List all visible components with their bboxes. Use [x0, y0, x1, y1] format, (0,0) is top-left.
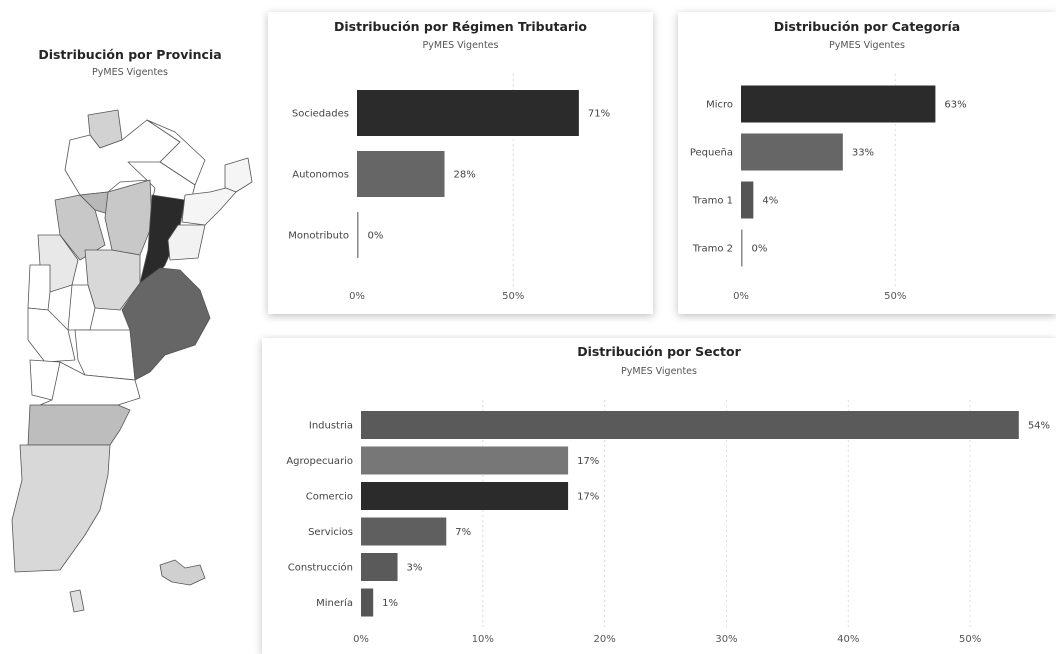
- province-corrientes: [181, 187, 237, 226]
- x-tick-label: 20%: [594, 634, 616, 645]
- panel-sector: Distribución por Sector PyMES Vigentes 0…: [262, 338, 1056, 654]
- category-label: Monotributo: [288, 231, 349, 242]
- category-label: Agropecuario: [286, 456, 353, 467]
- chart-title-regimen: Distribución por Régimen Tributario: [334, 19, 587, 34]
- chart-categoria: 0% 50% Micro 63% Pequeña 33% Tramo 1 4% Tramo 2 0…: [690, 74, 967, 302]
- category-label: Minería: [316, 597, 353, 609]
- category-label: Comercio: [306, 492, 353, 503]
- chart-title-categoria: Distribución por Categoría: [773, 19, 961, 34]
- value-label: 33%: [852, 148, 874, 159]
- bar[interactable]: [357, 90, 579, 136]
- province-san-luis: [67, 284, 96, 331]
- category-label: Micro: [706, 100, 733, 111]
- value-label: 3%: [407, 563, 423, 574]
- chart-subtitle-sector: PyMES Vigentes: [621, 366, 697, 377]
- province-santa-cruz: [11, 444, 111, 573]
- map-subtitle: PyMES Vigentes: [92, 67, 168, 78]
- chart-regimen: 0% 50% Sociedades 71% Autonomos 28% Monotribut…: [288, 74, 610, 302]
- x-tick-label: 30%: [715, 634, 737, 645]
- value-label: 17%: [577, 456, 599, 467]
- bar[interactable]: [741, 85, 936, 123]
- x-tick-label: 0%: [733, 291, 749, 302]
- x-tick-label: 0%: [349, 291, 365, 302]
- category-label: Tramo 2: [692, 244, 733, 255]
- value-label: 28%: [454, 170, 476, 181]
- province-san-juan: [27, 264, 51, 311]
- chart-subtitle-regimen: PyMES Vigentes: [422, 40, 499, 51]
- province-malvinas: [159, 559, 206, 586]
- category-label: Tramo 1: [692, 196, 733, 207]
- chart-title-sector: Distribución por Sector: [577, 344, 741, 359]
- bar[interactable]: [361, 588, 374, 617]
- category-label: Autonomos: [292, 170, 349, 181]
- category-label: Construcción: [288, 562, 353, 574]
- bar[interactable]: [361, 411, 1019, 439]
- province-mendoza: [27, 307, 76, 363]
- bar[interactable]: [357, 151, 445, 197]
- bar[interactable]: [741, 133, 843, 171]
- value-label: 63%: [944, 100, 966, 111]
- map-title: Distribución por Provincia: [38, 47, 222, 62]
- province-santiago: [104, 179, 153, 256]
- bar[interactable]: [741, 181, 754, 219]
- chart-subtitle-categoria: PyMES Vigentes: [829, 40, 905, 51]
- x-tick-label: 50%: [502, 291, 524, 302]
- value-label: 1%: [382, 598, 398, 609]
- category-label: Sociedades: [292, 109, 349, 120]
- panel-regimen: Distribución por Régimen Tributario PyME…: [268, 12, 653, 314]
- province-rio-negro: [39, 361, 141, 406]
- x-tick-label: 50%: [884, 291, 906, 302]
- category-label: Servicios: [308, 527, 353, 538]
- x-tick-label: 10%: [472, 634, 494, 645]
- province-misiones: [224, 157, 253, 193]
- bar[interactable]: [361, 446, 569, 475]
- province-chubut: [27, 404, 131, 446]
- x-tick-label: 40%: [837, 634, 859, 645]
- x-tick-label: 50%: [959, 634, 981, 645]
- province-map: [11, 109, 253, 613]
- value-label: 0%: [752, 244, 768, 255]
- category-label: Pequeña: [690, 148, 733, 159]
- value-label: 71%: [588, 109, 610, 120]
- bar[interactable]: [361, 482, 569, 510]
- bar[interactable]: [741, 229, 743, 267]
- value-label: 54%: [1028, 421, 1050, 432]
- x-tick-label: 0%: [353, 634, 369, 645]
- bar[interactable]: [361, 517, 447, 546]
- province-buenos-aires: [121, 267, 211, 381]
- bar[interactable]: [361, 553, 398, 581]
- value-label: 17%: [577, 492, 599, 503]
- value-label: 0%: [368, 231, 384, 242]
- category-label: Industria: [309, 421, 353, 432]
- province-la-pampa: [74, 329, 136, 381]
- bar[interactable]: [357, 212, 359, 258]
- province-tierra-del-fuego: [69, 589, 85, 613]
- panel-categoria: Distribución por Categoría PyMES Vigente…: [678, 12, 1056, 314]
- value-label: 4%: [762, 196, 778, 207]
- chart-sector: 0% 10% 20% 30% 40% 50% Industria 54% Agropecuari…: [286, 400, 1050, 645]
- value-label: 7%: [455, 527, 471, 538]
- province-entre-rios: [167, 224, 206, 261]
